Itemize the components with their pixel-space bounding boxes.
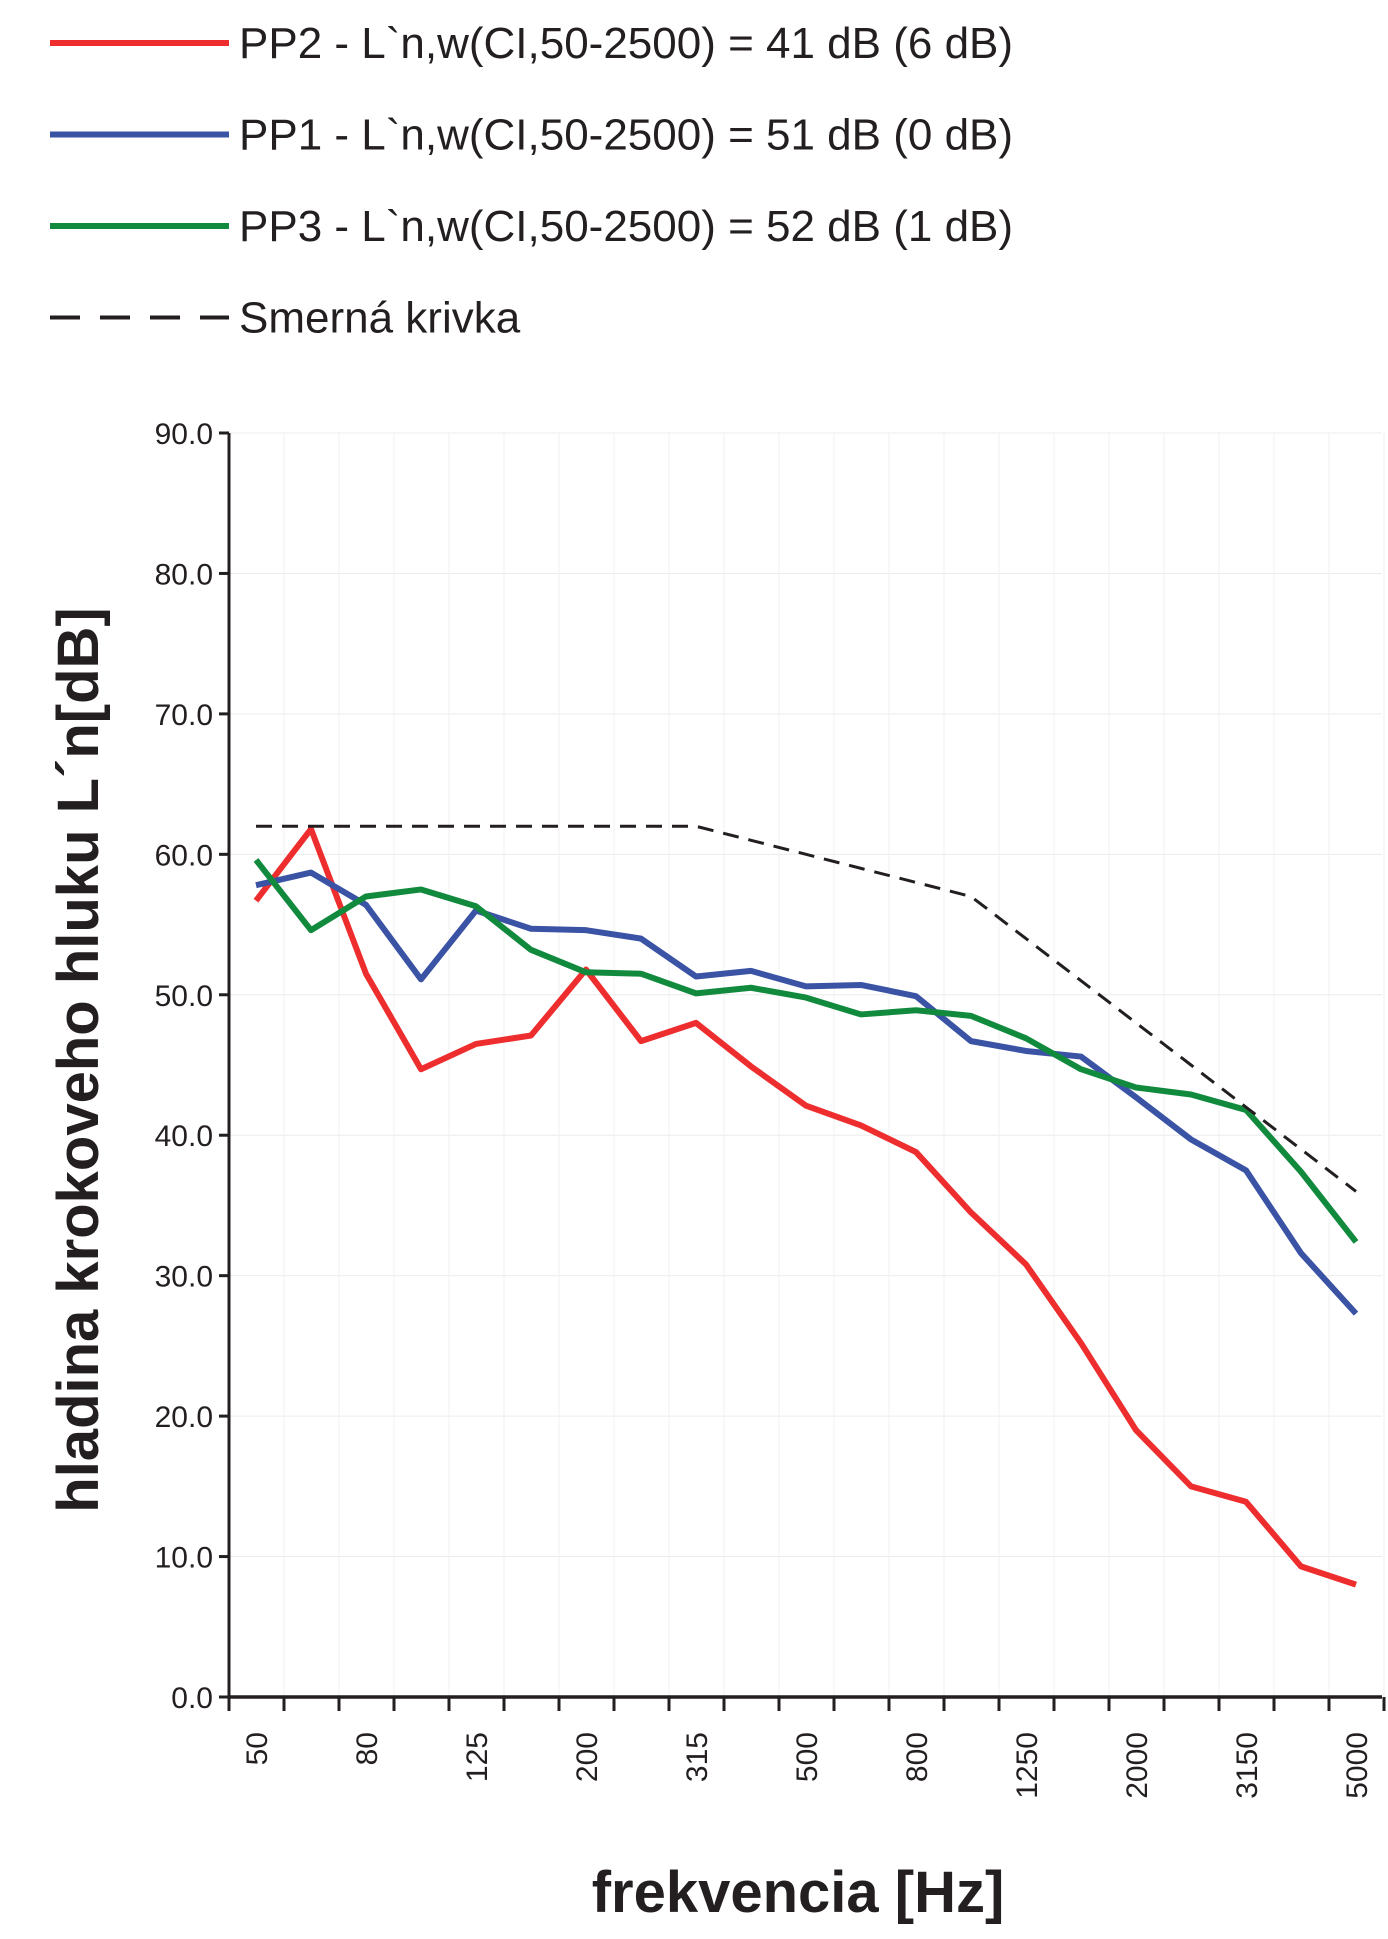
x-tick-label: 5000	[1341, 1732, 1374, 1799]
series-line-1	[255, 869, 1359, 1316]
y-tick-label: 50.0	[155, 980, 213, 1013]
axes: 0.0 10.0 20.0 30.0 40.0 50.0 60.0 70.0 80.0 90.0 5…	[155, 418, 1386, 1799]
y-tick-label: 70.0	[155, 699, 213, 732]
x-tick-label: 800	[901, 1732, 934, 1782]
x-tick-label: 2000	[1121, 1732, 1154, 1799]
x-tick-label: 50	[241, 1732, 274, 1765]
y-tick-label: 40.0	[155, 1120, 213, 1153]
x-tick-label: 3150	[1231, 1732, 1264, 1799]
x-tick-label: 315	[681, 1732, 714, 1782]
y-tick-label: 60.0	[155, 839, 213, 872]
legend-label-2: PP3 - L`n,w(CI,50-2500) = 52 dB (1 dB)	[239, 202, 1013, 251]
x-tick-label: 80	[351, 1732, 384, 1765]
series-line-2	[253, 858, 1359, 1244]
legend: PP2 - L`n,w(CI,50-2500) = 41 dB (6 dB) PP…	[50, 19, 1013, 343]
x-axis-title: frekvencia [Hz]	[592, 1860, 1005, 1925]
y-tick-label: 90.0	[155, 418, 213, 451]
y-tick-label: 10.0	[155, 1542, 213, 1575]
y-tick-label: 30.0	[155, 1261, 213, 1294]
x-tick-label: 125	[461, 1732, 494, 1782]
y-tick-label: 80.0	[155, 558, 213, 591]
x-tick-label: 200	[571, 1732, 604, 1782]
y-tick-label: 0.0	[171, 1682, 213, 1715]
legend-label-3: Smerná krivka	[239, 294, 521, 343]
x-tick-label: 1250	[1011, 1732, 1044, 1799]
x-tick-label: 500	[791, 1732, 824, 1782]
series-line-3	[256, 824, 1357, 1193]
y-axis-title: hladina krokoveho hluku L´n[dB]	[46, 607, 111, 1512]
series-lines	[253, 824, 1359, 1588]
legend-label-1: PP1 - L`n,w(CI,50-2500) = 51 dB (0 dB)	[239, 111, 1013, 160]
legend-label-0: PP2 - L`n,w(CI,50-2500) = 41 dB (6 dB)	[239, 19, 1013, 68]
grid	[229, 432, 1385, 1697]
series-line-0	[253, 826, 1357, 1588]
y-tick-label: 20.0	[155, 1401, 213, 1434]
